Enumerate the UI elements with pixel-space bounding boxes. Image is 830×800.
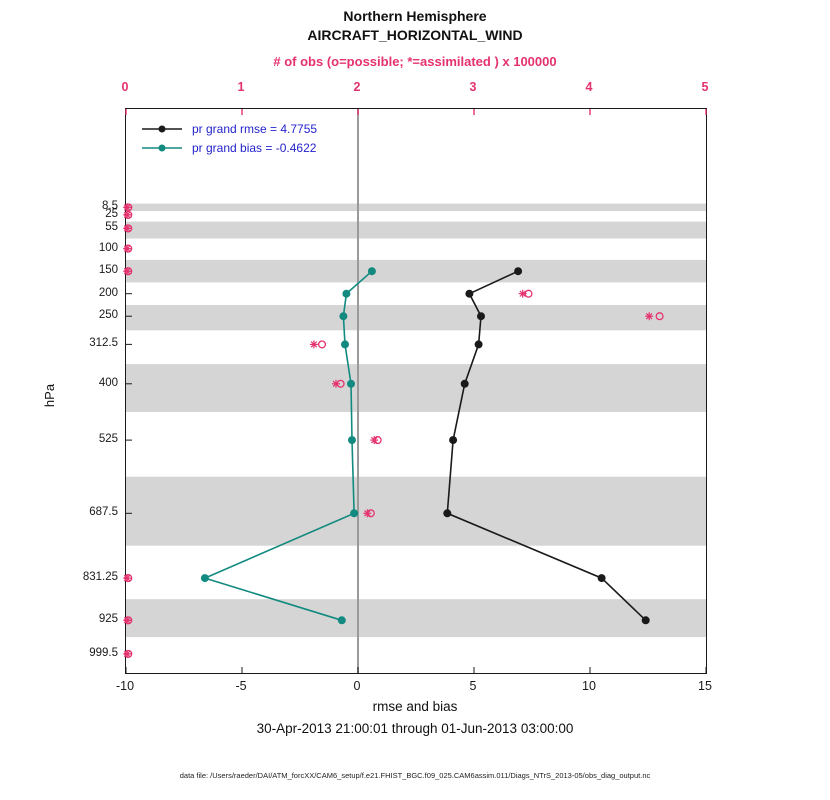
bias-line-swatch bbox=[142, 144, 182, 151]
x-axis-title: rmse and bias bbox=[372, 699, 458, 714]
obs-axis-label: # of obs (o=possible; *=assimilated ) x … bbox=[273, 54, 557, 69]
y-axis-tick-250: 250 bbox=[98, 309, 118, 322]
y-axis-tick-831.25: 831.25 bbox=[82, 571, 118, 584]
legend-row-rmse: pr grand rmse = 4.7755 bbox=[140, 119, 317, 138]
y-axis-tick-150: 150 bbox=[98, 264, 118, 277]
legend: pr grand rmse = 4.7755 pr grand bias = -… bbox=[136, 117, 321, 159]
y-axis-tick-925: 925 bbox=[98, 613, 118, 626]
x-axis-tick-0: 0 bbox=[353, 679, 361, 693]
legend-row-bias: pr grand bias = -0.4622 bbox=[140, 138, 317, 157]
x-axis-tick-15: 15 bbox=[698, 679, 712, 693]
y-axis-tick-312.5: 312.5 bbox=[89, 337, 118, 350]
time-range-subtitle: 30-Apr-2013 21:00:01 through 01-Jun-2013… bbox=[256, 721, 574, 736]
obs-axis-tick-3: 3 bbox=[469, 80, 477, 94]
rmse-legend-label: pr grand rmse = 4.7755 bbox=[192, 121, 318, 136]
y-axis-tick-200: 200 bbox=[98, 286, 118, 299]
y-axis-tick-525: 525 bbox=[98, 433, 118, 446]
data-file-caption: data file: /Users/raeder/DAI/ATM_forcXX/… bbox=[179, 771, 651, 780]
x-axis-tick--5: -5 bbox=[235, 679, 247, 693]
obs-axis-tick-5: 5 bbox=[701, 80, 709, 94]
y-axis-tick-687.5: 687.5 bbox=[89, 506, 118, 519]
y-axis-tick-400: 400 bbox=[98, 376, 118, 389]
x-axis-tick--10: -10 bbox=[115, 679, 135, 693]
x-axis-tick-5: 5 bbox=[469, 679, 477, 693]
y-axis-tick-55: 55 bbox=[105, 221, 118, 234]
bias-legend-label: pr grand bias = -0.4622 bbox=[192, 140, 317, 155]
plot-canvas bbox=[123, 109, 707, 673]
y-axis-tick-25: 25 bbox=[105, 207, 118, 220]
obs-axis-tick-4: 4 bbox=[585, 80, 593, 94]
plot-title-region: Northern Hemisphere bbox=[343, 8, 487, 24]
plot-area: pr grand rmse = 4.7755 pr grand bias = -… bbox=[123, 108, 707, 674]
obs-axis-tick-0: 0 bbox=[121, 80, 129, 94]
plot-title-variable: AIRCRAFT_HORIZONTAL_WIND bbox=[307, 27, 523, 43]
y-axis-tick-999.5: 999.5 bbox=[89, 646, 118, 659]
y-axis-tick-8.5: 8.5 bbox=[102, 200, 118, 213]
y-axis-title: hPa bbox=[42, 383, 58, 408]
y-axis-tick-100: 100 bbox=[98, 241, 118, 254]
rmse-line-swatch bbox=[142, 125, 182, 132]
obs-axis-tick-1: 1 bbox=[237, 80, 245, 94]
obs-axis-tick-2: 2 bbox=[353, 80, 361, 94]
x-axis-tick-10: 10 bbox=[582, 679, 596, 693]
